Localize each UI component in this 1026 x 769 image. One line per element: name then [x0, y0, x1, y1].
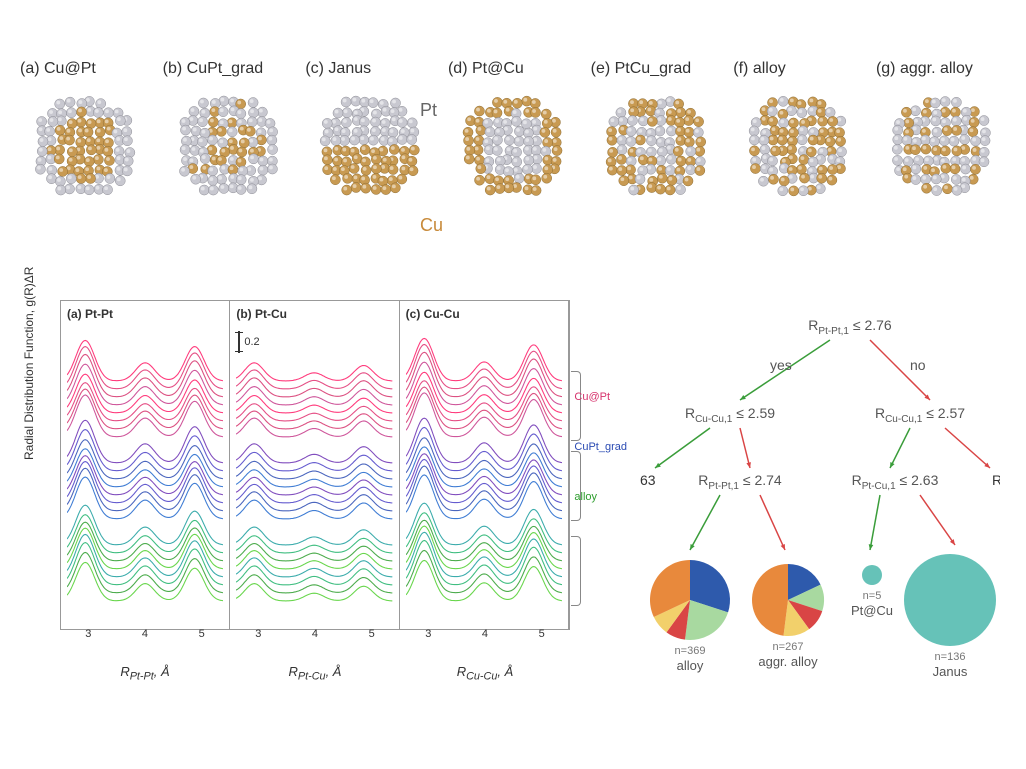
decision-tree: RPt-Pt,1 ≤ 2.76 yes no RCu-Cu,1 ≤ 2.59 RCu-C… [620, 300, 1000, 720]
svg-text:n=369: n=369 [675, 645, 706, 657]
xtick: 4 [482, 628, 488, 640]
rdf-xaxis-labels: RPt-Pt, ÅRPt-Cu, ÅRCu-Cu, Å [60, 642, 570, 683]
rdf-xticks: 3 4 5 3 4 5 3 4 5 [60, 628, 570, 640]
svg-text:RPt-Pt,1 ≤ 2.76: RPt-Pt,1 ≤ 2.76 [808, 317, 892, 337]
nanoparticle-PtCu_grad: (e) PtCu_grad [591, 60, 721, 206]
rdf-yaxis-label: Radial Distribution Function, g(R)ΔR [22, 267, 36, 460]
xaxis-label: RPt-Cu, Å [230, 642, 400, 683]
nanoparticle-label: (f) alloy [733, 60, 785, 78]
xaxis-label: RPt-Pt, Å [60, 642, 230, 683]
nanoparticle-row: (a) Cu@Pt (b) CuPt_grad (c) Janus (d) Pt@Cu… [20, 60, 1006, 206]
svg-text:alloy: alloy [677, 658, 704, 673]
svg-text:n=267: n=267 [773, 641, 804, 653]
nanoparticle-label: (b) CuPt_grad [163, 60, 264, 78]
rdf-panel: (c) Cu-Cu [400, 301, 569, 629]
panel-tag: (c) Cu-Cu [406, 307, 562, 321]
nanoparticle-label: (d) Pt@Cu [448, 60, 524, 78]
svg-text:63: 63 [640, 472, 656, 488]
nanoparticle-aggr. alloy: (g) aggr. alloy [876, 60, 1006, 206]
nanoparticle-Pt@Cu: (d) Pt@Cu [448, 60, 578, 206]
rdf-figure: Radial Distribution Function, g(R)ΔR (a)… [30, 300, 570, 720]
nanoparticle-Janus: (c) Janus [305, 60, 435, 206]
nanoparticle-alloy: (f) alloy [733, 60, 863, 206]
nanoparticle-label: (a) Cu@Pt [20, 60, 96, 78]
xaxis-label: RCu-Cu, Å [400, 642, 570, 683]
xtick: 5 [369, 628, 375, 640]
nanoparticle-label: (c) Janus [305, 60, 371, 78]
nanoparticle-label: (e) PtCu_grad [591, 60, 692, 78]
rdf-panel: (a) Pt-Pt [61, 301, 230, 629]
svg-text:RPt-Cu,1 ≤ 2.63: RPt-Cu,1 ≤ 2.63 [852, 472, 939, 492]
nanoparticle-label: (g) aggr. alloy [876, 60, 973, 78]
xtick: 5 [539, 628, 545, 640]
panel-tag: (a) Pt-Pt [67, 307, 223, 321]
rdf-panel: (b) Pt-Cu 0.2 [230, 301, 399, 629]
xtick: 3 [255, 628, 261, 640]
svg-text:RCu-Cu,1 ≤ 2.57: RCu-Cu,1 ≤ 2.57 [875, 405, 965, 425]
xtick: 5 [199, 628, 205, 640]
xtick: 3 [425, 628, 431, 640]
svg-text:n=5: n=5 [863, 590, 882, 602]
svg-text:RCu-Cu,1 ≤ 2.59: RCu-Cu,1 ≤ 2.59 [685, 405, 775, 425]
scale-bar: 0.2 [238, 331, 259, 353]
panel-tag: (b) Pt-Cu [236, 307, 392, 321]
svg-text:no: no [910, 357, 926, 373]
nanoparticle-Cu@Pt: (a) Cu@Pt [20, 60, 150, 206]
tree-svg: RPt-Pt,1 ≤ 2.76 yes no RCu-Cu,1 ≤ 2.59 RCu-C… [620, 300, 1000, 720]
svg-text:Janus: Janus [933, 664, 968, 679]
svg-text:aggr. alloy: aggr. alloy [758, 654, 818, 669]
xtick: 4 [312, 628, 318, 640]
xtick: 4 [142, 628, 148, 640]
svg-text:Pt@Cu: Pt@Cu [851, 603, 893, 618]
nanoparticle-CuPt_grad: (b) CuPt_grad [163, 60, 293, 206]
brace-icon [571, 536, 581, 606]
pt-element-label: Pt [420, 100, 437, 121]
svg-text:yes: yes [770, 357, 792, 373]
svg-text:R: R [992, 472, 1000, 488]
cu-element-label: Cu [420, 215, 443, 236]
svg-text:n=136: n=136 [935, 651, 966, 663]
svg-text:RPt-Pt,1 ≤ 2.74: RPt-Pt,1 ≤ 2.74 [698, 472, 782, 492]
xtick: 3 [85, 628, 91, 640]
